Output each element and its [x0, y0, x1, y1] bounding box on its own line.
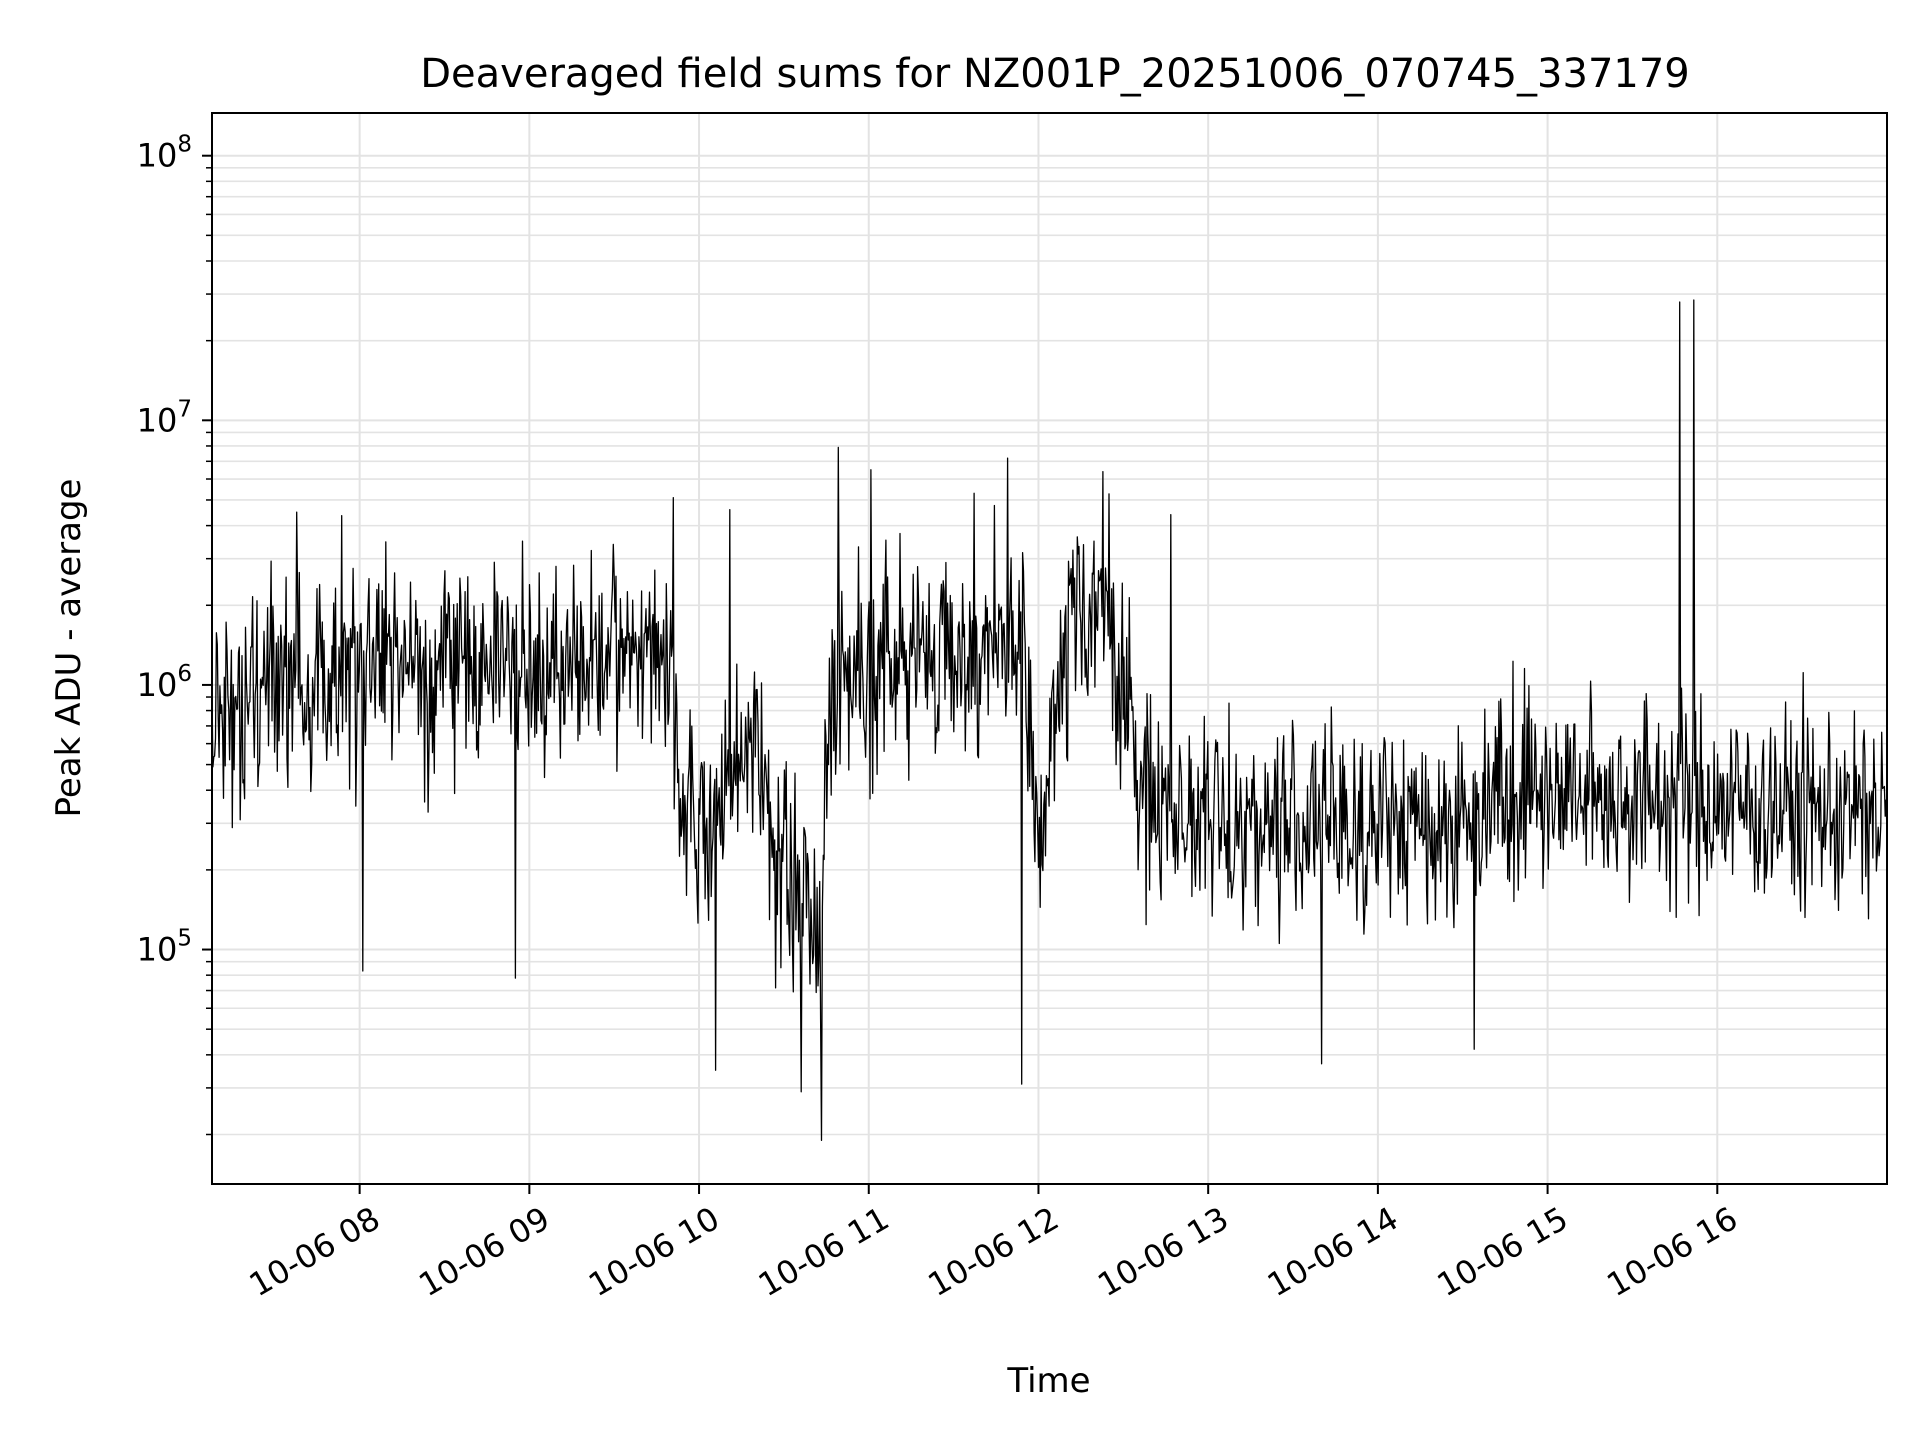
y-tick-label-exponent: 7: [177, 396, 192, 422]
y-tick-label-exponent: 6: [177, 661, 192, 687]
y-tick-label-exponent: 8: [177, 132, 192, 158]
y-tick-label-base: 10: [137, 137, 178, 175]
y-tick-label-base: 10: [137, 401, 178, 439]
y-tick-label-base: 10: [137, 931, 178, 969]
y-axis-label: Peak ADU - average: [49, 479, 89, 818]
series-line: [211, 299, 1888, 1142]
y-tick-label: 105: [137, 926, 192, 969]
plot-frame: [211, 112, 1888, 1185]
x-axis-label: Time: [1006, 1361, 1090, 1401]
y-tick-label: 108: [137, 132, 192, 175]
y-tick-label: 106: [137, 661, 192, 704]
chart-title: Deaveraged field sums for NZ001P_2025100…: [420, 51, 1690, 97]
y-tick-label-base: 10: [137, 666, 178, 704]
y-tick-label: 107: [137, 396, 192, 439]
plot-area: [211, 299, 1888, 1142]
grid: [212, 113, 1887, 1184]
y-tick-label-exponent: 5: [177, 926, 192, 952]
